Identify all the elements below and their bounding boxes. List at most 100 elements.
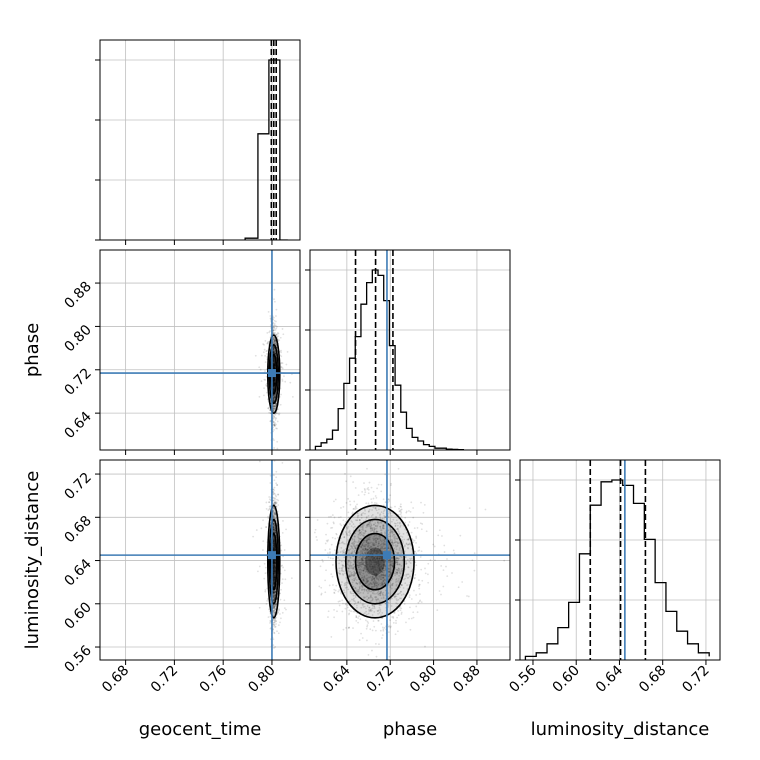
sample-point bbox=[266, 341, 269, 344]
sample-point bbox=[275, 603, 278, 605]
sample-point bbox=[273, 365, 276, 367]
sample-point bbox=[273, 360, 276, 362]
sample-point bbox=[272, 582, 275, 585]
sample-point bbox=[353, 549, 356, 552]
sample-point bbox=[374, 538, 376, 540]
sample-point bbox=[272, 398, 275, 401]
sample-point bbox=[272, 591, 275, 594]
sample-point bbox=[273, 632, 276, 635]
sample-point bbox=[273, 389, 275, 391]
sample-point bbox=[272, 405, 275, 408]
sample-point bbox=[269, 315, 272, 317]
sample-point bbox=[273, 492, 276, 495]
sample-point bbox=[272, 596, 275, 599]
sample-point bbox=[273, 562, 276, 565]
sample-point bbox=[319, 565, 322, 568]
sample-point bbox=[335, 584, 338, 587]
sample-point bbox=[379, 569, 382, 572]
y-tick-label: 0.72 bbox=[61, 365, 94, 398]
sample-point bbox=[266, 587, 269, 590]
sample-point bbox=[273, 522, 276, 525]
sample-point bbox=[408, 617, 410, 620]
sample-point bbox=[391, 530, 393, 533]
sample-point bbox=[396, 563, 399, 565]
sample-point bbox=[272, 515, 275, 518]
sample-point bbox=[272, 351, 275, 353]
sample-point bbox=[272, 390, 275, 393]
sample-point bbox=[272, 638, 275, 641]
sample-point bbox=[362, 562, 365, 565]
sample-point bbox=[388, 625, 391, 627]
sample-point bbox=[273, 539, 276, 541]
sample-point bbox=[273, 581, 276, 584]
sample-point bbox=[266, 352, 268, 355]
sample-point bbox=[273, 592, 275, 595]
sample-point bbox=[273, 548, 276, 551]
sample-point bbox=[277, 493, 280, 496]
sample-point bbox=[359, 551, 362, 553]
sample-point bbox=[377, 562, 380, 565]
sample-point bbox=[281, 531, 284, 534]
sample-point bbox=[272, 529, 275, 532]
sample-point bbox=[364, 558, 367, 561]
sample-point bbox=[274, 407, 276, 410]
sample-point bbox=[273, 358, 275, 361]
sample-point bbox=[414, 577, 416, 579]
sample-point bbox=[360, 538, 362, 541]
sample-point bbox=[274, 562, 277, 565]
sample-point bbox=[272, 546, 275, 549]
sample-point bbox=[273, 576, 276, 578]
sample-point bbox=[273, 415, 276, 418]
sample-point bbox=[274, 417, 277, 419]
sample-point bbox=[269, 508, 272, 510]
sample-point bbox=[382, 571, 385, 574]
sample-point bbox=[272, 567, 275, 570]
sample-point bbox=[272, 604, 275, 607]
sample-point bbox=[391, 535, 394, 537]
sample-point bbox=[272, 378, 275, 381]
sample-point bbox=[381, 583, 384, 586]
sample-point bbox=[273, 424, 276, 426]
sample-point bbox=[360, 514, 363, 516]
sample-point bbox=[367, 515, 370, 517]
sample-point bbox=[273, 591, 276, 594]
sample-point bbox=[275, 402, 278, 405]
sample-point bbox=[273, 366, 275, 369]
sample-point bbox=[371, 509, 373, 511]
sample-point bbox=[352, 563, 355, 566]
sample-point bbox=[275, 327, 278, 330]
sample-point bbox=[264, 370, 266, 373]
sample-point bbox=[266, 342, 269, 345]
sample-point bbox=[405, 573, 408, 576]
sample-point bbox=[382, 564, 385, 566]
sample-point bbox=[286, 350, 289, 353]
sample-point bbox=[273, 580, 276, 583]
sample-point bbox=[273, 573, 276, 576]
sample-point bbox=[274, 608, 277, 611]
sample-point bbox=[361, 563, 363, 566]
sample-point bbox=[272, 569, 275, 572]
sample-point bbox=[267, 310, 270, 313]
sample-point bbox=[274, 501, 277, 504]
y-tick-label: 0.64 bbox=[61, 409, 94, 442]
sample-point bbox=[272, 544, 275, 547]
sample-point bbox=[247, 587, 249, 589]
sample-point bbox=[274, 594, 276, 597]
sample-point bbox=[265, 526, 267, 529]
sample-point bbox=[272, 379, 275, 382]
sample-point bbox=[273, 605, 276, 608]
sample-point bbox=[273, 377, 276, 380]
sample-point bbox=[265, 507, 268, 510]
sample-point bbox=[273, 574, 276, 577]
sample-point bbox=[276, 484, 279, 486]
sample-point bbox=[277, 408, 279, 411]
sample-point bbox=[272, 361, 275, 364]
sample-point bbox=[274, 591, 277, 594]
sample-point bbox=[273, 537, 275, 539]
sample-point bbox=[273, 365, 276, 368]
sample-point bbox=[272, 379, 275, 382]
sample-point bbox=[266, 599, 269, 602]
sample-point bbox=[272, 548, 275, 550]
sample-point bbox=[371, 529, 374, 532]
sample-point bbox=[395, 545, 397, 548]
